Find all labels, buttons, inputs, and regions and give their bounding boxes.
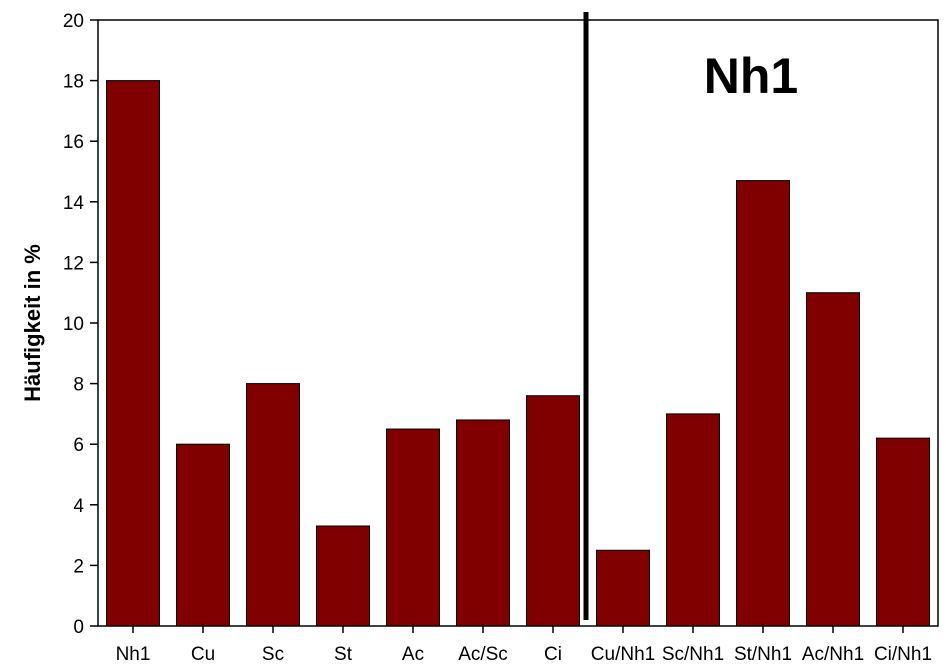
x-tick-label: St: [334, 644, 353, 665]
bar-ac-nh1: [806, 292, 860, 627]
y-axis-ticks: 0 2 4 6 8 10 12 14 16 18 20: [63, 11, 98, 638]
x-tick-label: Ci: [544, 644, 562, 665]
y-tick-label: 20: [63, 11, 84, 32]
x-tick-label: Ac/Sc: [458, 644, 508, 665]
y-tick-label: 18: [63, 72, 84, 93]
y-tick-label: 8: [73, 375, 84, 396]
x-tick-label: Ac: [402, 644, 424, 665]
x-tick-label: Ci/Nh1: [874, 644, 932, 665]
y-tick-label: 16: [63, 132, 84, 153]
y-tick-label: 10: [63, 314, 84, 335]
x-tick-label: Ac/Nh1: [802, 644, 864, 665]
annotation-label: Nh1: [704, 48, 798, 104]
bar-sc-nh1: [666, 413, 720, 627]
y-tick-label: 14: [63, 193, 85, 214]
bar-sc: [246, 383, 300, 627]
bar-ac: [386, 428, 440, 627]
x-tick-label: Cu/Nh1: [591, 644, 655, 665]
bar-cu-nh1: [596, 549, 650, 627]
bar-ci-nh1: [876, 437, 930, 627]
bar-st: [316, 525, 370, 627]
x-axis-tick-labels: Nh1 Cu Sc St Ac Ac/Sc Ci Cu/Nh1 Sc/Nh1 St/Nh1 Ac/N…: [116, 626, 932, 665]
bar-st-nh1: [736, 180, 790, 627]
bars: [106, 80, 930, 627]
x-tick-label: Sc/Nh1: [662, 644, 724, 665]
x-tick-label: Sc: [262, 644, 284, 665]
y-tick-label: 12: [63, 253, 84, 274]
y-axis-title: Häufigkeit in %: [20, 244, 45, 402]
x-tick-label: Nh1: [116, 644, 151, 665]
y-tick-label: 0: [73, 617, 84, 638]
bar-ci: [526, 395, 580, 627]
bar-cu: [176, 443, 230, 627]
plot-area-frame: [97, 19, 939, 627]
y-tick-label: 4: [73, 496, 84, 517]
y-tick-label: 6: [73, 435, 84, 456]
y-tick-label: 2: [73, 556, 84, 577]
bar-ac-sc: [456, 419, 510, 627]
x-tick-label: St/Nh1: [734, 644, 792, 665]
bar-nh1: [106, 80, 160, 627]
x-tick-label: Cu: [191, 644, 215, 665]
